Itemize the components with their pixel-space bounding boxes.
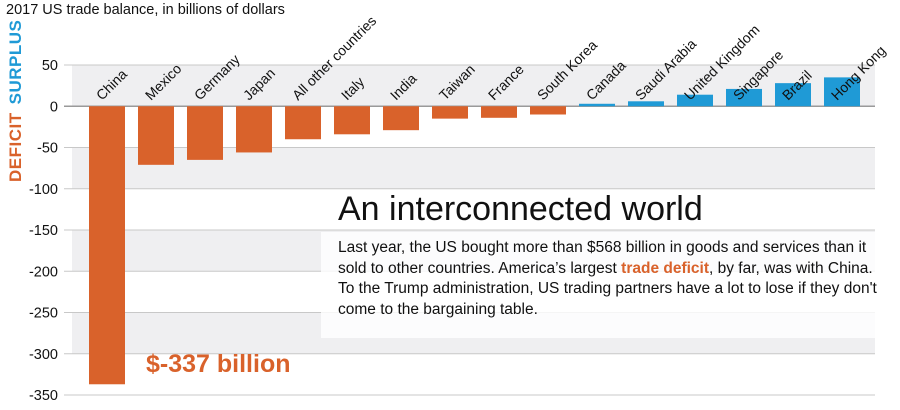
bar-brazil [775, 83, 811, 107]
y-tick-label: -50 [37, 141, 58, 157]
y-tick-label: 50 [42, 58, 58, 74]
y-tick-label: 0 [50, 99, 58, 115]
y-tick-label: -100 [29, 182, 58, 198]
bar-all-other-countries [285, 106, 321, 140]
bar-india [383, 106, 419, 131]
annotation-highlight: trade deficit [621, 259, 710, 277]
y-axis-side-label: DEFICIT SURPLUS [6, 20, 26, 182]
y-tick-label: -300 [29, 347, 58, 363]
annotation-background [321, 232, 875, 338]
bar-france [481, 106, 517, 118]
annotation-body: Last year, the US bought more than $568 … [338, 238, 878, 320]
deficit-label: DEFICIT [6, 112, 25, 182]
bar-singapore [726, 88, 762, 107]
bar-canada [579, 103, 615, 107]
annotation-body-part2: , by far, was with China. To the Trump a… [338, 259, 877, 318]
y-tick-label: -150 [29, 223, 58, 239]
bar-germany [187, 106, 223, 160]
y-tick-label: -250 [29, 306, 58, 322]
bar-united-kingdom [677, 94, 713, 107]
bar-mexico [138, 106, 174, 165]
bar-japan [236, 106, 272, 153]
y-axis-ticks: 50 0 -50 -100 -150 -200 -250 -300 -350 [29, 58, 58, 404]
bar-south-korea [530, 106, 566, 115]
annotation-headline: An interconnected world [338, 190, 703, 228]
bar-saudi-arabia [628, 101, 664, 107]
bar-china [89, 106, 125, 385]
surplus-label: SURPLUS [6, 19, 25, 105]
annotation-body-part1: Last year, the US bought more than $568 … [338, 239, 867, 277]
bars [89, 77, 860, 385]
chart-title: 2017 US trade balance, in billions of do… [6, 2, 285, 18]
y-tick-label: -350 [29, 388, 58, 404]
y-tick-label: -200 [29, 264, 58, 280]
china-callout-value: $-337 billion [146, 350, 291, 378]
bar-hong-kong [824, 77, 860, 107]
bar-italy [334, 106, 370, 135]
bar-taiwan [432, 106, 468, 119]
